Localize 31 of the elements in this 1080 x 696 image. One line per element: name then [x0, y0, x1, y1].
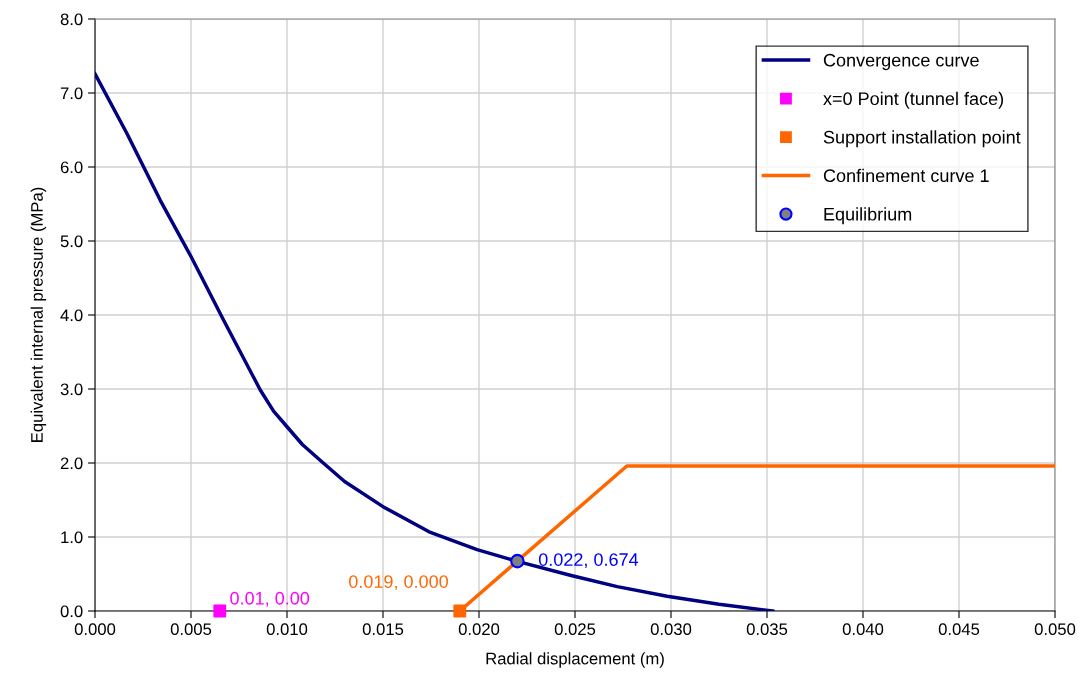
legend-label: Confinement curve 1 — [823, 168, 989, 183]
x-tick-label: 0.040 — [842, 623, 884, 636]
x-tick-label: 0.045 — [938, 623, 980, 636]
legend-label: Support installation point — [823, 130, 1021, 148]
y-tick-label: 4.0 — [60, 309, 83, 322]
y-tick-label: 3.0 — [60, 383, 83, 396]
y-tick-label: 5.0 — [60, 235, 83, 248]
x-tick-label: 0.005 — [170, 623, 212, 636]
x-tick-label: 0.010 — [266, 623, 308, 636]
y-tick-label: 8.0 — [60, 13, 83, 26]
y-tick-label: 1.0 — [61, 531, 83, 544]
x-tick-label: 0.020 — [458, 623, 500, 636]
y-tick-label: 2.0 — [60, 457, 83, 470]
legend-label: x=0 Point (tunnel face) — [823, 91, 1004, 109]
x-tick-label: 0.000 — [74, 623, 116, 636]
x-tick-label: 0.035 — [746, 623, 788, 636]
data-label: 0.022, 0.674 — [538, 553, 639, 569]
x-tick-label: 0.050 — [1034, 623, 1076, 636]
legend-label: Equilibrium — [824, 207, 912, 225]
x-axis-title: Radial displacement (m) — [486, 652, 664, 668]
data-label: 0.019, 0.000 — [349, 575, 448, 591]
y-axis-title: Equivalent internal pressure (MPa) — [30, 187, 47, 442]
y-tick-label: 0.0 — [60, 605, 83, 618]
x-tick-label: 0.030 — [650, 623, 692, 636]
x-tick-label: 0.025 — [554, 623, 596, 636]
y-tick-label: 6.0 — [60, 161, 83, 174]
data-label: 0.01, 0.00 — [230, 591, 310, 607]
line-series — [95, 72, 775, 611]
y-tick-label: 7.0 — [60, 87, 83, 100]
legend-label: Convergence curve — [823, 53, 979, 71]
x-tick-label: 0.015 — [362, 623, 404, 636]
